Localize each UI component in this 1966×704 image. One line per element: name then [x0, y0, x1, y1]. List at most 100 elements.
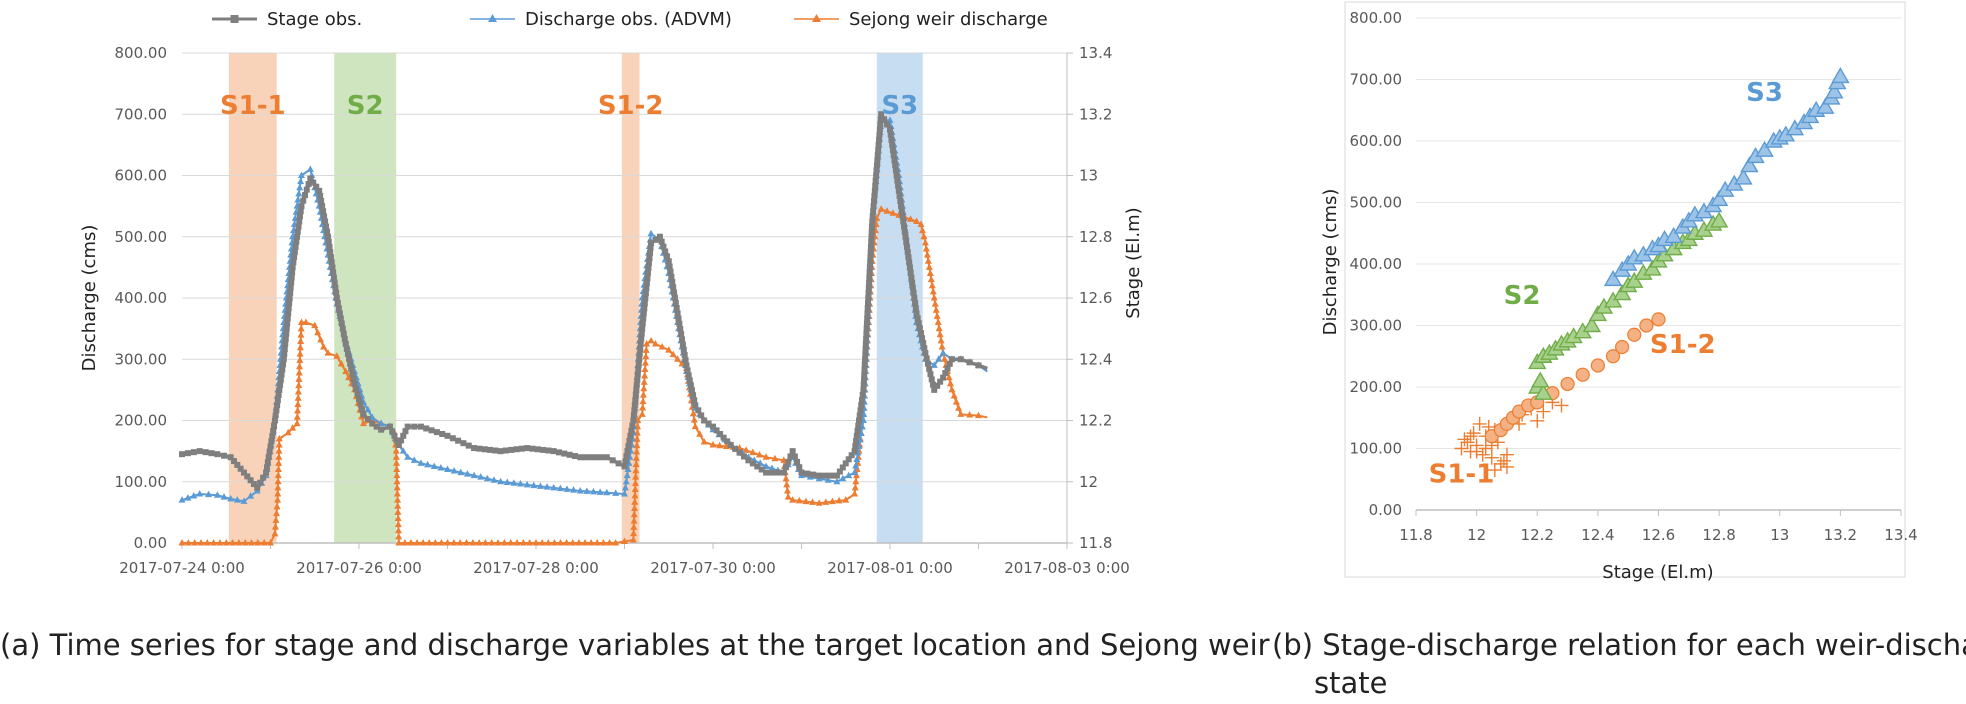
marker-square [630, 417, 637, 424]
marker-square [660, 243, 667, 250]
marker-square [360, 411, 367, 418]
marker-triangle [271, 523, 279, 530]
marker-triangle [945, 373, 953, 381]
marker-triangle [271, 529, 279, 537]
marker-triangle [248, 539, 256, 546]
marker-triangle [550, 483, 558, 491]
marker-triangle [630, 529, 638, 537]
marker-triangle [294, 394, 302, 401]
marker-triangle [950, 392, 958, 399]
y-tick-label: 400.00 [115, 289, 168, 307]
marker-triangle [696, 430, 704, 437]
marker-triangle [633, 447, 641, 455]
marker-square [625, 443, 632, 450]
marker-triangle [419, 539, 427, 546]
marker-triangle [241, 539, 249, 546]
marker-triangle [809, 498, 817, 505]
marker-square [895, 182, 902, 189]
marker-square [866, 264, 873, 271]
marker-square [358, 406, 365, 413]
marker-triangle [273, 502, 281, 510]
marker-triangle [1755, 140, 1774, 157]
marker-triangle [851, 468, 859, 476]
marker-square [639, 325, 646, 332]
marker-triangle [927, 275, 935, 283]
marker-square [330, 269, 337, 276]
marker-square [898, 203, 905, 210]
marker-triangle [1643, 259, 1662, 276]
panel-a-legend: Stage obs. Discharge obs. (ADVM) Sejong we… [212, 9, 1048, 30]
marker-triangle [932, 306, 940, 313]
marker-triangle [939, 349, 947, 356]
marker-square [632, 397, 639, 404]
marker-triangle [783, 486, 791, 494]
marker-triangle [317, 335, 325, 343]
panel-b-plot-border [1344, 1, 1906, 578]
marker-square [858, 397, 865, 404]
marker-triangle [481, 539, 489, 546]
marker-square [274, 402, 281, 409]
marker-square [692, 402, 699, 409]
marker-triangle [337, 359, 345, 367]
marker-triangle [640, 384, 648, 392]
marker-triangle [941, 355, 949, 362]
marker-square [577, 454, 584, 461]
marker-triangle [297, 318, 305, 325]
marker-square [861, 366, 868, 373]
marker-square [329, 264, 336, 271]
marker-triangle [1531, 371, 1550, 388]
marker-square [268, 438, 275, 445]
marker-square [929, 381, 936, 388]
y-tick-label: 500.00 [115, 228, 168, 246]
marker-triangle [295, 375, 303, 382]
marker-square [867, 243, 874, 250]
marker-square [492, 447, 499, 454]
marker-square [865, 289, 872, 296]
marker-square [783, 464, 790, 471]
marker-plus [1457, 432, 1472, 447]
marker-square [860, 381, 867, 388]
marker-square [863, 330, 870, 337]
cluster-label-s1-1: S1-1 [1429, 459, 1495, 489]
marker-triangle [658, 343, 666, 350]
marker-triangle [294, 406, 302, 414]
marker-triangle [538, 539, 546, 546]
marker-triangle [622, 477, 630, 485]
marker-square [313, 183, 320, 190]
marker-triangle [488, 539, 496, 546]
y-tick-label: 300.00 [115, 350, 168, 368]
marker-plus [1536, 404, 1551, 419]
marker-square [869, 213, 876, 220]
marker-square [335, 305, 342, 312]
marker-square [633, 386, 640, 393]
marker-triangle [275, 459, 283, 466]
marker-square [325, 233, 332, 240]
marker-square [804, 470, 811, 477]
marker-square [868, 238, 875, 245]
marker-triangle [247, 492, 255, 499]
marker-square [444, 432, 451, 439]
marker-square [924, 360, 931, 367]
marker-plus [1484, 450, 1499, 465]
marker-triangle [642, 346, 650, 353]
marker-square [892, 162, 899, 169]
marker-square [508, 446, 515, 453]
marker-triangle [275, 434, 283, 442]
marker-square [556, 449, 563, 456]
marker-triangle [716, 441, 724, 449]
marker-square [640, 315, 647, 322]
marker-square [646, 255, 653, 262]
marker-triangle [413, 539, 421, 546]
marker-triangle [929, 287, 937, 295]
marker-square [279, 366, 286, 373]
marker-square [630, 412, 637, 419]
marker-square [842, 460, 849, 467]
marker-plus [1499, 447, 1514, 462]
marker-square [428, 427, 435, 434]
marker-plus [1478, 441, 1493, 456]
marker-triangle [853, 455, 861, 463]
marker-square [263, 469, 270, 476]
marker-square [627, 432, 634, 439]
marker-triangle [907, 215, 915, 222]
marker-square [288, 279, 295, 286]
